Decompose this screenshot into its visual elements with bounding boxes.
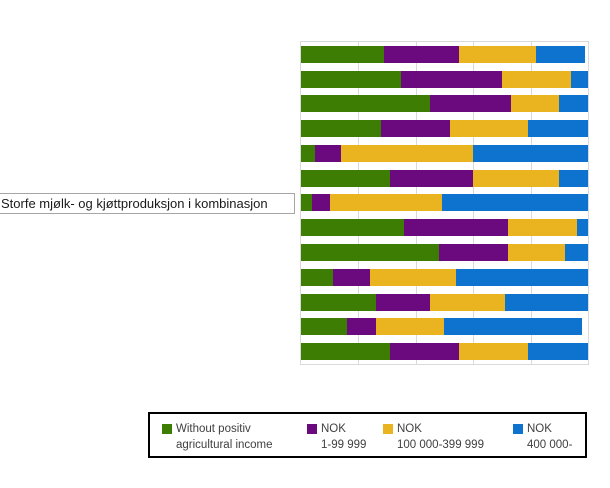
bar-segment-series-0[interactable] [301,169,390,187]
bar-row [301,215,588,240]
bar-segment-series-0[interactable] [301,144,316,162]
bar-segment-series-0[interactable] [301,293,376,311]
bar-segment-series-1[interactable] [381,120,451,138]
bar-segment-series-1[interactable] [384,45,459,63]
bar-segment-series-2[interactable] [450,120,528,138]
legend-label-line2: 1-99 999 [321,439,367,451]
stacked-bar [301,169,588,187]
bar-segment-series-0[interactable] [301,244,439,261]
legend-label-line1: NOK [397,423,422,435]
bar-segment-series-3[interactable] [570,70,588,88]
stacked-bar [301,219,588,237]
bar-row [301,92,588,117]
bar-segment-series-2[interactable] [501,70,571,88]
bar-row [301,314,588,339]
bar-row [301,290,588,315]
bar-segment-series-0[interactable] [301,318,347,336]
bar-row [301,240,588,265]
bar-segment-series-2[interactable] [458,45,537,63]
bar-segment-series-0[interactable] [301,219,405,237]
bar-row [301,166,588,191]
bar-segment-series-1[interactable] [375,293,431,311]
bar-segment-series-2[interactable] [329,194,442,212]
legend-item-3[interactable]: NOK 400 000- [513,421,572,453]
legend-swatch [162,424,172,434]
stacked-bar [301,194,588,212]
bar-segment-series-1[interactable] [332,268,370,286]
legend-item-2[interactable]: NOK 100 000-399 999 [383,421,484,453]
legend-label-line2: 100 000-399 999 [397,439,484,451]
bar-segment-series-3[interactable] [441,194,588,212]
bar-row [301,67,588,92]
bar-segment-series-2[interactable] [458,343,528,361]
legend-swatch [513,424,523,434]
stacked-bar [301,95,588,113]
bar-segment-series-3[interactable] [559,169,588,187]
bar-segment-series-1[interactable] [346,318,376,336]
stacked-bar [301,120,588,138]
bar-segment-series-2[interactable] [341,144,474,162]
bar-segment-series-3[interactable] [565,244,588,261]
stacked-bar [301,343,588,361]
bar-segment-series-0[interactable] [301,120,382,138]
bar-row [301,265,588,290]
stacked-bar [301,318,588,336]
stacked-bar [301,244,588,261]
bar-segment-series-2[interactable] [473,169,560,187]
legend-item-0[interactable]: Without positiv agricultural income [162,421,273,453]
bar-segment-series-0[interactable] [301,95,431,113]
bar-row [301,339,588,364]
bar-segment-series-0[interactable] [301,45,385,63]
bar-row [301,116,588,141]
stacked-bar [301,293,588,311]
legend-item-1[interactable]: NOK 1-99 999 [307,421,366,453]
bar-row [301,191,588,216]
bar-segment-series-3[interactable] [527,120,588,138]
bar-segment-series-3[interactable] [527,343,588,361]
bar-segment-series-2[interactable] [510,95,560,113]
bar-segment-series-2[interactable] [430,293,505,311]
bar-segment-series-3[interactable] [473,144,588,162]
legend-swatch [383,424,393,434]
bar-segment-series-1[interactable] [389,169,474,187]
bar-segment-series-2[interactable] [375,318,445,336]
bar-segment-series-0[interactable] [301,194,313,212]
stacked-bar [301,70,588,88]
bar-segment-series-1[interactable] [315,144,342,162]
legend-label-line1: NOK [321,423,346,435]
legend-label-line1: NOK [527,423,552,435]
bar-stack-container [301,42,588,364]
bar-segment-series-1[interactable] [389,343,459,361]
legend-label-line1: Without positiv [176,423,251,435]
legend: Without positiv agricultural income NOK 1-9… [148,412,587,458]
bar-segment-series-3[interactable] [504,293,588,311]
bar-segment-series-0[interactable] [301,70,402,88]
bar-segment-series-3[interactable] [455,268,588,286]
bar-segment-series-2[interactable] [369,268,456,286]
bar-segment-series-3[interactable] [576,219,588,237]
bar-segment-series-0[interactable] [301,268,333,286]
plot-area [300,41,589,365]
bar-segment-series-2[interactable] [507,244,566,261]
bar-segment-series-0[interactable] [301,343,390,361]
legend-label-line2: 400 000- [527,439,573,451]
bar-segment-series-1[interactable] [312,194,330,212]
legend-swatch [307,424,317,434]
bar-segment-series-3[interactable] [559,95,588,113]
bar-segment-series-1[interactable] [401,70,502,88]
bar-segment-series-2[interactable] [507,219,577,237]
category-label-tooltip: Storfe mjølk- og kjøttproduksjon i kombi… [0,193,295,214]
bar-segment-series-3[interactable] [444,318,583,336]
stacked-bar [301,45,588,63]
legend-label-line2: agricultural income [176,439,273,451]
bar-segment-series-1[interactable] [438,244,508,261]
stacked-bar [301,144,588,162]
bar-segment-series-1[interactable] [404,219,508,237]
bar-row [301,42,588,67]
stacked-bar [301,268,588,286]
bar-row [301,141,588,166]
bar-segment-series-1[interactable] [430,95,511,113]
bar-segment-series-3[interactable] [536,45,586,63]
